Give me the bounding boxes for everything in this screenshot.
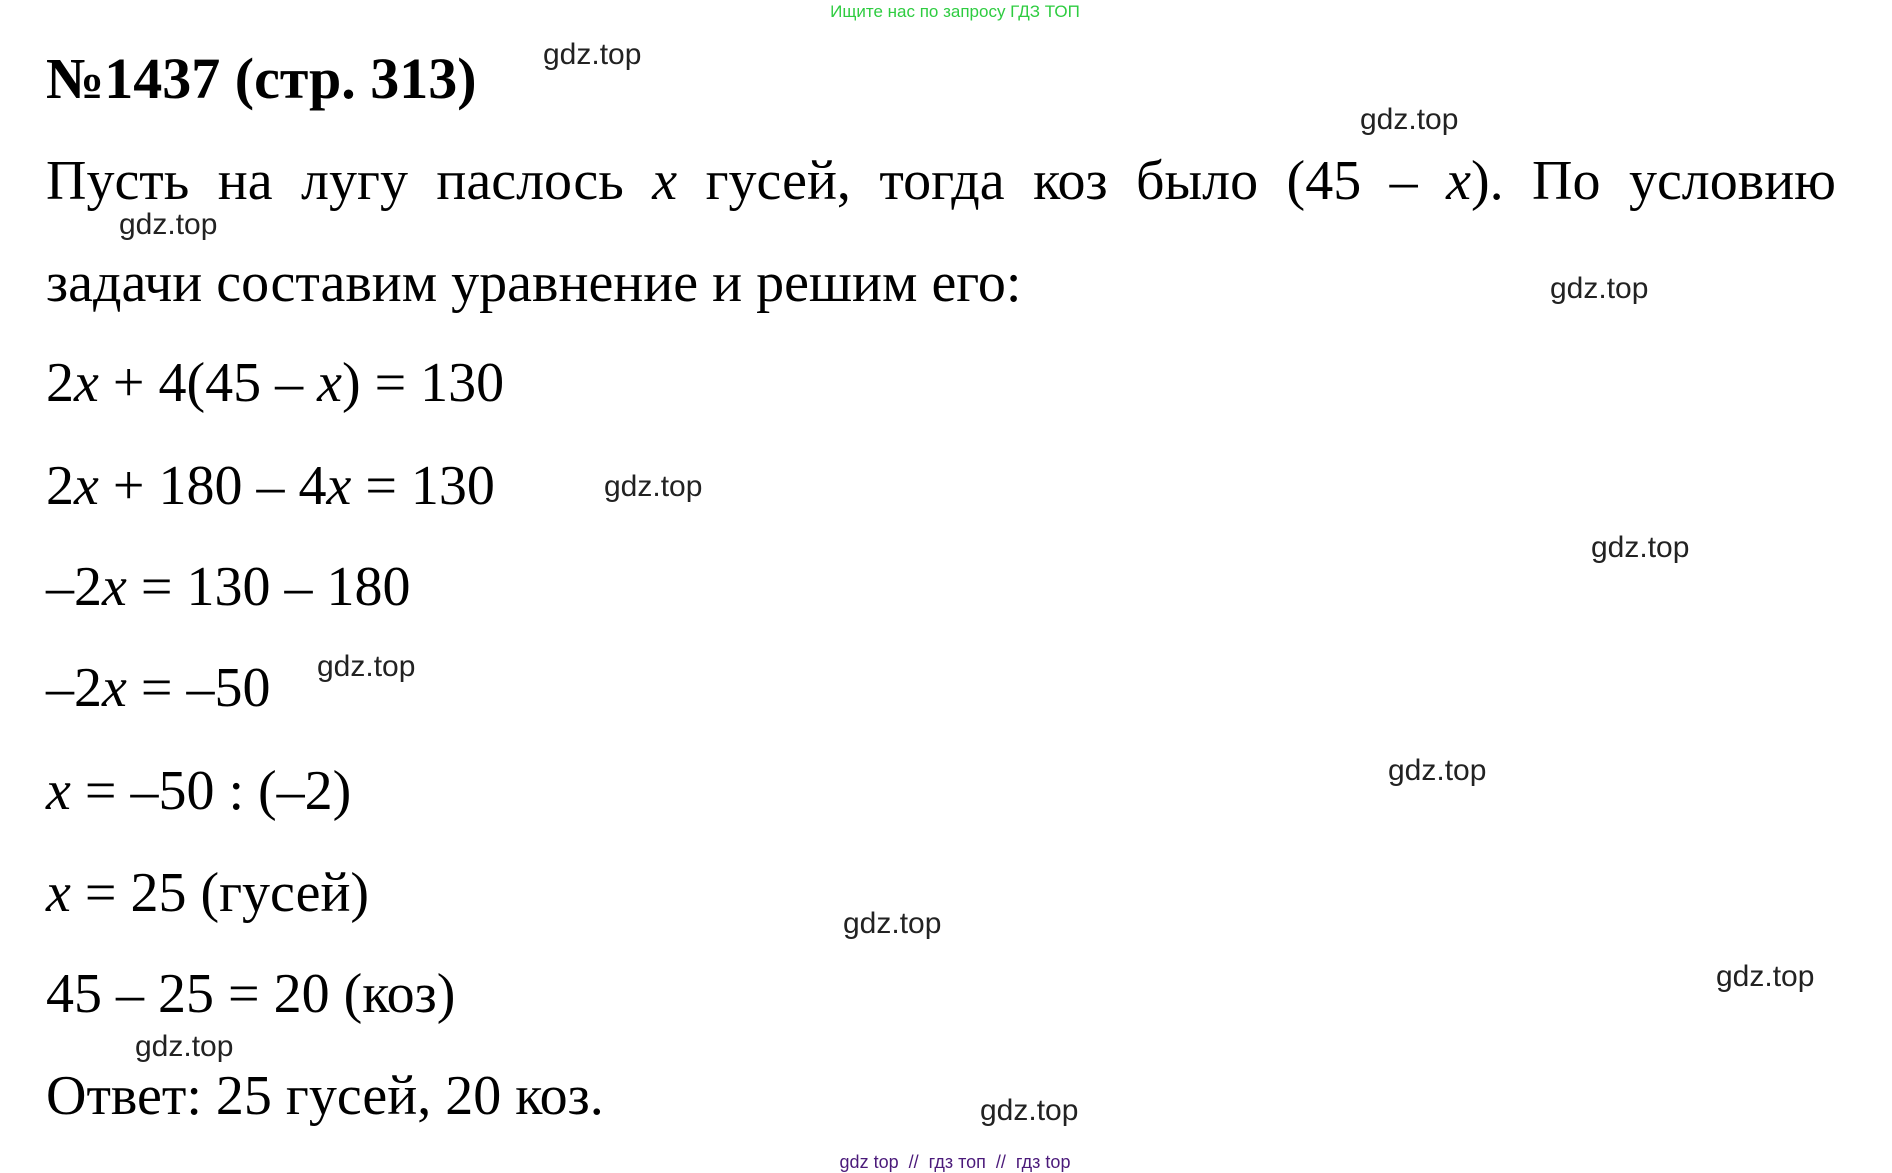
equation-line: x = –50 : (–2) [46,760,352,822]
solution-line: Пусть на лугу паслось x гусей, тогда коз… [46,150,1836,212]
watermark: gdz.top [1388,754,1487,787]
watermark: gdz.top [543,38,642,71]
watermark: gdz.top [1591,531,1690,564]
watermark: gdz.top [135,1030,234,1063]
equation-line: –2x = 130 – 180 [46,556,411,618]
solution-line: задачи составим уравнение и решим его: [46,252,1022,314]
equation-line: –2x = –50 [46,657,271,719]
equation-line: x = 25 (гусей) [46,862,370,924]
watermark: gdz.top [1550,272,1649,305]
watermark: gdz.top [1360,103,1459,136]
watermark: gdz.top [317,650,416,683]
equation-line: 2x + 4(45 – x) = 130 [46,352,505,414]
watermark: gdz.top [980,1094,1079,1127]
watermark: gdz.top [843,907,942,940]
watermark: gdz.top [1716,960,1815,993]
equation-line: 45 – 25 = 20 (коз) [46,963,456,1025]
answer-line: Ответ: 25 гусей, 20 коз. [46,1065,604,1127]
footer-links: gdz top // гдз топ // гдз top [839,1152,1071,1172]
watermark: gdz.top [604,470,703,503]
watermark: gdz.top [119,208,218,241]
problem-title: №1437 (стр. 313) [46,46,477,111]
top-note: Ищите нас по запросу ГДЗ ТОП [830,2,1080,21]
equation-line: 2x + 180 – 4x = 130 [46,455,495,517]
